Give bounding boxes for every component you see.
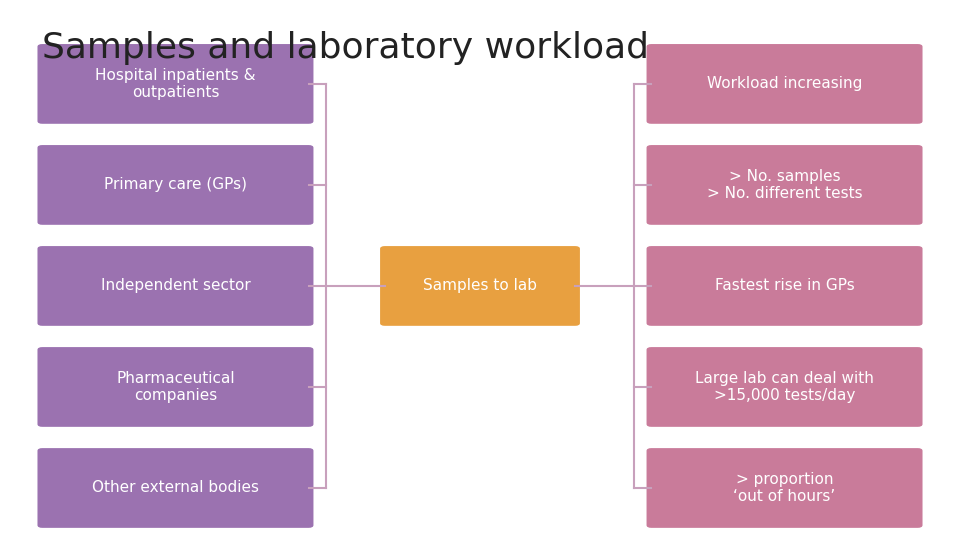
FancyBboxPatch shape [380,246,580,326]
FancyBboxPatch shape [646,44,923,124]
Text: Samples to lab: Samples to lab [423,279,537,293]
FancyBboxPatch shape [37,448,314,528]
FancyBboxPatch shape [37,347,314,427]
Text: Samples and laboratory workload: Samples and laboratory workload [42,31,649,65]
FancyBboxPatch shape [37,44,314,124]
Text: Large lab can deal with
>15,000 tests/day: Large lab can deal with >15,000 tests/da… [695,371,874,403]
Text: > No. samples
> No. different tests: > No. samples > No. different tests [707,168,862,201]
Text: Other external bodies: Other external bodies [92,481,259,496]
FancyBboxPatch shape [646,448,923,528]
Text: Hospital inpatients &
outpatients: Hospital inpatients & outpatients [95,68,255,100]
Text: Fastest rise in GPs: Fastest rise in GPs [714,279,854,293]
FancyBboxPatch shape [646,145,923,225]
FancyBboxPatch shape [646,246,923,326]
Text: Workload increasing: Workload increasing [707,77,862,91]
Text: Pharmaceutical
companies: Pharmaceutical companies [116,371,235,403]
Text: Independent sector: Independent sector [101,279,251,293]
FancyBboxPatch shape [37,246,314,326]
FancyBboxPatch shape [646,347,923,427]
FancyBboxPatch shape [37,145,314,225]
Text: Primary care (GPs): Primary care (GPs) [104,178,247,192]
Text: > proportion
‘out of hours’: > proportion ‘out of hours’ [733,472,835,504]
